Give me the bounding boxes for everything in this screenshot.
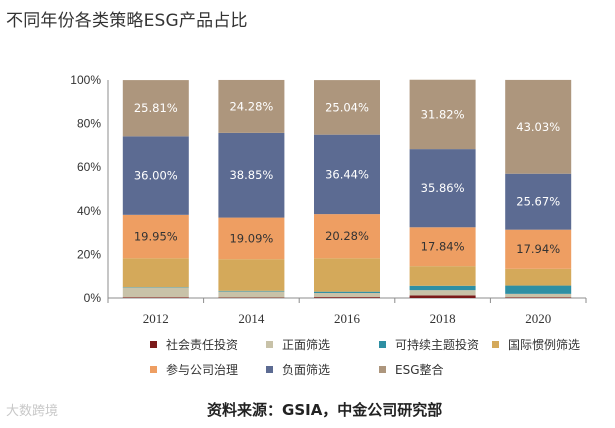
legend-label: 正面筛选 [282,338,331,352]
bar-segment [314,258,380,292]
bar-segment [409,79,476,150]
x-tick-label: 2018 [430,311,456,326]
data-label: 19.09% [229,231,273,245]
legend-swatch [150,341,157,348]
bar-segment [409,149,476,228]
x-tick-label: 2016 [334,311,361,326]
legend-item: 可持续主题投资 [379,336,479,353]
legend-label: 参与公司治理 [166,363,239,377]
bar-segment [505,268,572,286]
bar-segment [314,297,380,298]
bar-segment [218,217,285,260]
legend-item: ESG整合 [379,361,444,378]
data-label: 24.28% [229,99,273,113]
bar-segment [122,214,189,259]
bar-segment [505,173,572,230]
chart-title: 不同年份各类策略ESG产品占比 [6,11,248,31]
data-label: 35.86% [421,181,465,195]
y-tick-label: 40% [77,204,101,218]
data-label: 17.84% [421,240,465,254]
data-label: 31.82% [421,107,465,121]
bar-segment [314,291,380,293]
bar-segment [314,292,380,298]
data-label: 25.04% [325,100,369,114]
legend-swatch [379,341,386,348]
legend-label: 可持续主题投资 [395,338,480,352]
data-label: 17.94% [516,242,560,256]
bar-segment [122,258,189,288]
bar-segment [218,290,285,292]
data-label: 19.95% [134,230,178,244]
bar-segment [218,79,285,133]
x-tick-label: 2020 [525,311,551,326]
source-note: 资料来源：GSIA，中金公司研究部 [207,401,443,419]
bar-segment [314,80,380,135]
data-label: 25.81% [134,101,178,115]
legend-item: 负面筛选 [266,361,330,378]
legend-swatch [492,341,499,348]
legend-item: 参与公司治理 [150,361,238,378]
bar-segment [218,259,285,291]
y-tick-label: 80% [77,117,101,131]
legend-item: 社会责任投资 [150,336,238,353]
bar-segment [409,295,476,298]
bar-segment [314,214,380,259]
data-label: 25.67% [516,195,560,209]
bar-segment [122,80,189,137]
x-tick-label: 2012 [143,311,169,326]
bar-segment [122,136,189,215]
legend-swatch [379,366,386,373]
bar-segment [505,285,572,294]
bar-segment [409,266,476,286]
bar-segment [122,297,189,298]
data-label: 36.00% [134,169,178,183]
y-tick-label: 0% [84,291,102,305]
data-label: 38.85% [229,168,273,182]
data-label: 20.28% [325,229,369,243]
legend-swatch [266,341,273,348]
x-tick-label: 2014 [238,311,265,326]
legend-swatch [150,366,157,373]
data-label: 43.03% [516,120,560,134]
bar-segment [218,132,285,218]
legend-item: 正面筛选 [266,336,330,353]
bar-segment [505,229,572,269]
bar-segment [409,227,476,267]
y-tick-label: 20% [77,247,101,261]
data-label: 36.44% [325,167,369,181]
watermark-text: 大数跨境 [6,404,59,419]
bar-segment [122,287,189,298]
bar-segment [409,290,476,296]
legend-swatch [266,366,273,373]
bar-segment [505,79,572,174]
legend-label: 负面筛选 [282,363,331,377]
bar-segment [505,293,572,298]
y-tick-label: 60% [77,160,101,174]
bar-segment [218,291,285,298]
y-tick-label: 100% [70,73,101,87]
legend-label: ESG整合 [395,363,444,377]
bar-segment [314,134,380,215]
bar-segment [505,297,572,298]
bar-segment [409,285,476,291]
legend-item: 国际惯例筛选 [492,336,580,353]
legend-label: 社会责任投资 [166,338,239,352]
legend-label: 国际惯例筛选 [508,338,581,352]
stacked-bar-chart: 0% 20% 40% 60% 80% 100% 19.95% 36.00% 25.81% 2012… [70,73,587,326]
